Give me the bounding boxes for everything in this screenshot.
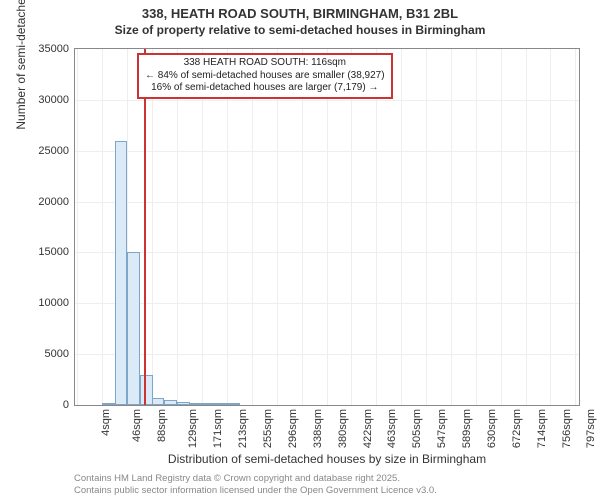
chart-title: 338, HEATH ROAD SOUTH, BIRMINGHAM, B31 2… [0,6,600,21]
histogram-bar [152,398,165,405]
x-tick-label: 213sqm [237,409,249,448]
y-axis-label: Number of semi-detached properties [14,0,28,130]
footer-line-1: Contains HM Land Registry data © Crown c… [74,473,437,484]
y-tick-label: 5000 [45,348,69,360]
chart-container: 338, HEATH ROAD SOUTH, BIRMINGHAM, B31 2… [0,0,600,500]
x-tick-label: 505sqm [411,409,423,448]
gridline-v [327,49,328,405]
gridline-v [252,49,253,405]
gridline-v [401,49,402,405]
x-tick-label: 88sqm [157,409,169,442]
x-tick-label: 338sqm [312,409,324,448]
chart-subtitle: Size of property relative to semi-detach… [0,23,600,37]
x-tick-label: 463sqm [386,409,398,448]
y-tick-label: 20000 [38,196,69,208]
annotation-line: 16% of semi-detached houses are larger (… [145,82,385,95]
annotation-line: ← 84% of semi-detached houses are smalle… [145,70,385,83]
x-tick-label: 129sqm [187,409,199,448]
histogram-bar [190,403,203,405]
y-tick-label: 30000 [38,94,69,106]
y-tick-label: 0 [63,399,69,411]
y-tick-label: 15000 [38,246,69,258]
x-tick-label: 296sqm [287,409,299,448]
gridline-v [102,49,103,405]
x-tick-label: 46sqm [131,409,143,442]
annotation-box: 338 HEATH ROAD SOUTH: 116sqm← 84% of sem… [137,53,393,99]
chart-zone: Number of semi-detached properties 05000… [74,48,580,406]
x-axis-label: Distribution of semi-detached houses by … [74,452,580,466]
histogram-bar [215,403,228,405]
x-tick-label: 756sqm [561,409,573,448]
gridline-v [351,49,352,405]
x-tick-label: 380sqm [337,409,349,448]
histogram-bar [227,403,240,405]
x-tick-label: 171sqm [212,409,224,448]
x-tick-label: 630sqm [486,409,498,448]
gridline-v [501,49,502,405]
gridline-v [202,49,203,405]
histogram-bar [140,375,153,406]
histogram-bar [177,402,190,405]
gridline-v [550,49,551,405]
x-tick-label: 589sqm [461,409,473,448]
gridline-v [302,49,303,405]
histogram-bar [127,252,140,405]
gridline-v [376,49,377,405]
x-tick-label: 797sqm [586,409,598,448]
y-tick-label: 35000 [38,43,69,55]
gridline-v [451,49,452,405]
footer: Contains HM Land Registry data © Crown c… [74,473,437,496]
annotation-line: 338 HEATH ROAD SOUTH: 116sqm [145,57,385,70]
x-tick-label: 255sqm [262,409,274,448]
x-tick-label: 4sqm [100,409,112,436]
x-tick-label: 714sqm [536,409,548,448]
x-tick-label: 672sqm [511,409,523,448]
x-tick-label: 547sqm [436,409,448,448]
x-tick-label: 422sqm [362,409,374,448]
plot-area: 050001000015000200002500030000350004sqm4… [74,48,580,406]
gridline-v [152,49,153,405]
y-tick-label: 10000 [38,297,69,309]
histogram-bar [164,400,177,405]
marker-line [144,49,146,405]
gridline-v [77,49,78,405]
histogram-bar [115,141,128,405]
gridline-v [575,49,576,405]
gridline-v [426,49,427,405]
gridline-v [177,49,178,405]
footer-line-2: Contains public sector information licen… [74,485,437,496]
gridline-v [476,49,477,405]
gridline-v [227,49,228,405]
title-block: 338, HEATH ROAD SOUTH, BIRMINGHAM, B31 2… [0,0,600,37]
gridline-v [526,49,527,405]
gridline-v [277,49,278,405]
y-tick-label: 25000 [38,145,69,157]
histogram-bar [202,403,215,405]
